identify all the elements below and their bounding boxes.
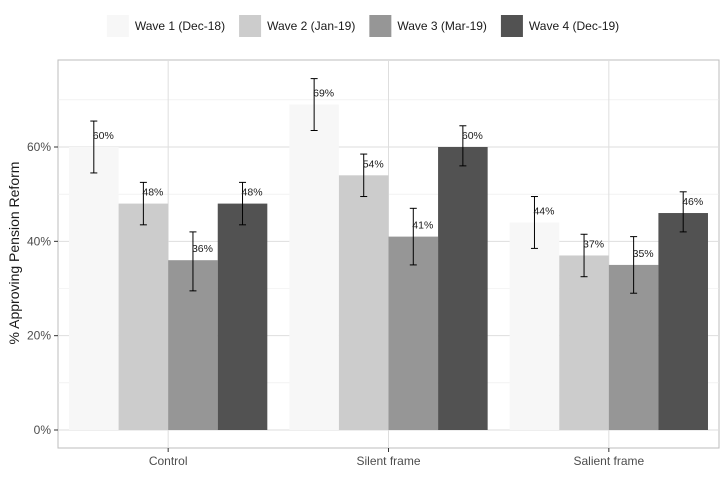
error-bars	[90, 78, 687, 294]
y-tick-label: 60%	[27, 140, 51, 154]
bar	[438, 147, 488, 430]
bar	[69, 147, 119, 430]
error-bar	[189, 231, 197, 292]
data-label: 69%	[313, 88, 334, 100]
error-bar	[360, 153, 368, 198]
data-label: 36%	[192, 243, 213, 255]
bar	[118, 203, 169, 430]
error-bar	[139, 181, 147, 226]
legend: Wave 1 (Dec-18) Wave 2 (Jan-19) Wave 3 (Ma…	[106, 15, 619, 37]
legend-label: Wave 3 (Mar-19)	[397, 19, 487, 33]
y-axis: 0% 20% 40% 60%	[27, 140, 58, 437]
data-label: 60%	[462, 130, 483, 142]
data-label: 60%	[93, 130, 114, 142]
bar	[658, 213, 708, 430]
error-bar	[409, 207, 417, 266]
data-label: 48%	[142, 187, 163, 199]
x-tick-label: Salient frame	[573, 454, 644, 468]
legend-item: Wave 2 (Jan-19)	[239, 15, 355, 37]
data-label: 41%	[412, 220, 433, 232]
data-label: 48%	[242, 187, 263, 199]
error-bar	[459, 125, 467, 167]
legend-label: Wave 1 (Dec-18)	[135, 19, 225, 33]
bar	[559, 255, 609, 430]
data-label: 46%	[682, 196, 703, 208]
data-label: 44%	[533, 205, 554, 217]
error-bar	[90, 120, 98, 174]
error-bar	[310, 78, 318, 131]
bar	[289, 104, 339, 431]
legend-key	[369, 15, 392, 37]
data-label: 37%	[583, 238, 604, 250]
error-bar	[679, 191, 687, 233]
legend-key	[239, 15, 262, 37]
legend-label: Wave 4 (Dec-19)	[529, 19, 619, 33]
x-tick-label: Control	[149, 454, 188, 468]
data-label: 35%	[633, 248, 654, 260]
legend-key	[106, 15, 129, 37]
bars	[69, 104, 708, 431]
x-tick-label: Silent frame	[356, 454, 420, 468]
bar	[338, 175, 389, 430]
legend-item: Wave 4 (Dec-19)	[500, 15, 619, 37]
legend-label: Wave 2 (Jan-19)	[267, 19, 355, 33]
error-bar	[630, 236, 638, 294]
legend-item: Wave 1 (Dec-18)	[106, 15, 225, 37]
y-tick-label: 20%	[27, 329, 51, 343]
error-bar	[580, 233, 588, 278]
y-axis-title: % Approving Pension Reform	[6, 162, 22, 345]
data-label: 54%	[363, 158, 384, 170]
legend-key	[500, 15, 523, 37]
y-tick-label: 0%	[34, 423, 52, 437]
legend-item: Wave 3 (Mar-19)	[369, 15, 487, 37]
bar	[509, 222, 560, 430]
bar	[388, 236, 439, 430]
bar	[217, 203, 268, 430]
error-bar	[239, 181, 247, 226]
x-axis: Control Silent frame Salient frame	[149, 448, 645, 468]
y-tick-label: 40%	[27, 234, 51, 248]
data-labels: 60% 69% 44% 48% 54% 37% 36% 41% 35% 48% 60% 46%	[93, 88, 703, 260]
error-bar	[530, 196, 538, 249]
